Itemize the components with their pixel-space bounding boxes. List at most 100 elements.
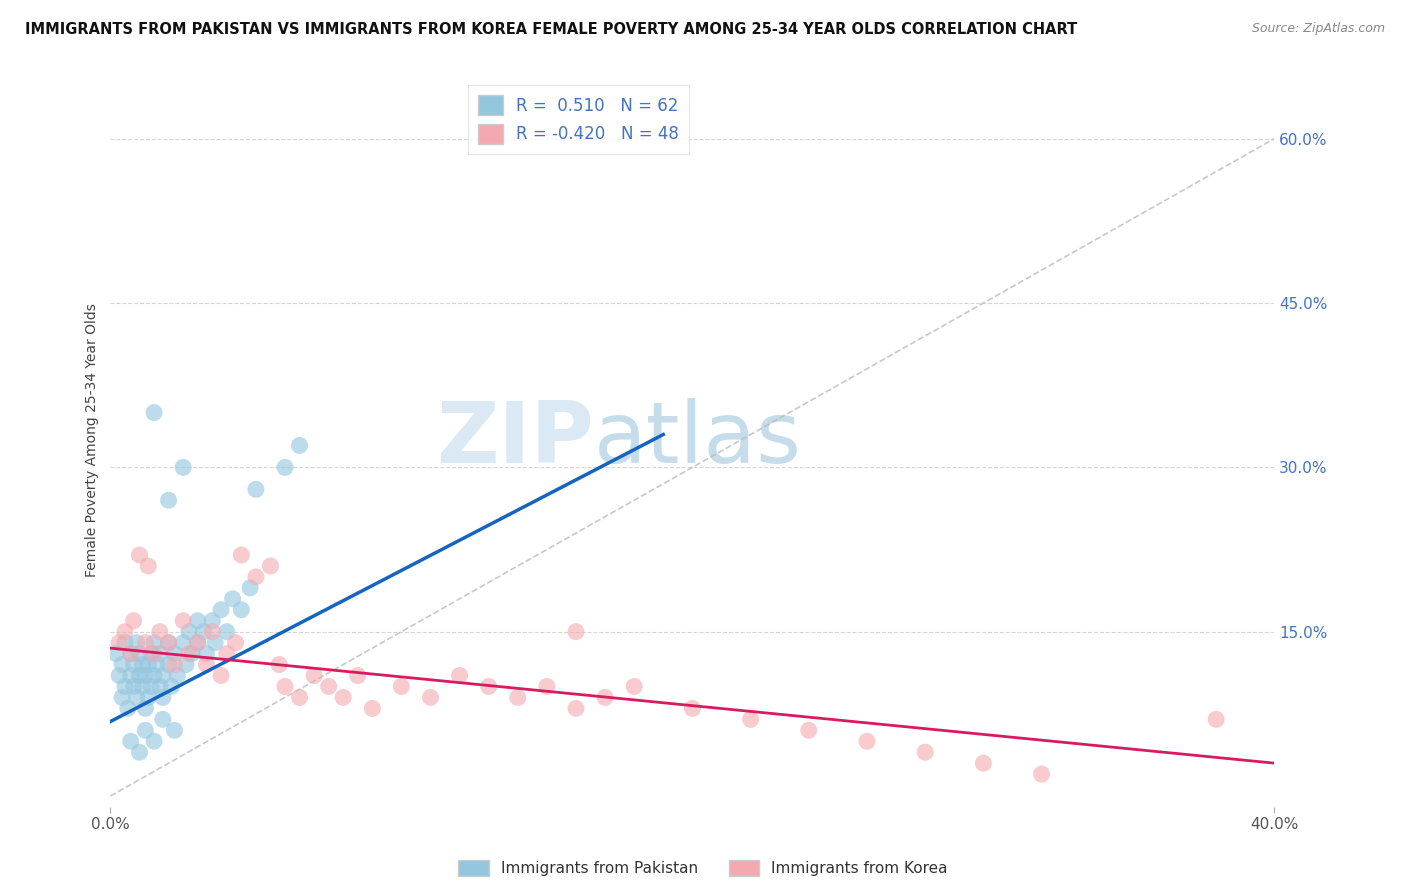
Point [195,657,218,672]
Point [146,657,169,672]
Point [245,483,267,497]
Point [143,406,166,420]
Point [143,668,166,682]
Point [120,734,142,748]
Point [565,624,588,639]
Point [143,647,166,661]
Point [288,438,311,452]
Text: IMMIGRANTS FROM PAKISTAN VS IMMIGRANTS FROM KOREA FEMALE POVERTY AMONG 25-34 YEA: IMMIGRANTS FROM PAKISTAN VS IMMIGRANTS F… [25,22,1077,37]
Point [114,635,136,649]
Point [201,624,224,639]
Point [131,680,153,694]
Point [114,624,136,639]
Point [914,745,936,759]
Point [163,723,186,738]
Point [204,635,226,649]
Point [215,647,238,661]
Point [134,668,156,682]
Point [269,657,291,672]
Point [318,680,340,694]
Point [245,570,267,584]
Point [180,647,202,661]
Point [117,701,139,715]
Point [108,635,131,649]
Point [1031,767,1053,781]
Point [201,614,224,628]
Point [174,657,197,672]
Point [114,680,136,694]
Point [157,657,180,672]
Point [1205,712,1227,726]
Point [157,493,180,508]
Point [856,734,879,748]
Point [506,690,529,705]
Text: atlas: atlas [593,399,801,482]
Point [131,657,153,672]
Point [221,591,243,606]
Point [239,581,262,595]
Point [136,657,159,672]
Point [105,647,128,661]
Point [177,647,200,661]
Point [157,635,180,649]
Point [740,712,762,726]
Point [361,701,384,715]
Point [259,558,281,573]
Point [128,745,150,759]
Point [152,668,174,682]
Point [231,548,253,562]
Point [152,690,174,705]
Y-axis label: Female Poverty Among 25-34 Year Olds: Female Poverty Among 25-34 Year Olds [86,303,100,577]
Point [478,680,501,694]
Point [141,647,163,661]
Point [797,723,820,738]
Point [128,668,150,682]
Point [302,668,325,682]
Legend: R =  0.510   N = 62, R = -0.420   N = 48: R = 0.510 N = 62, R = -0.420 N = 48 [468,85,689,154]
Point [143,635,166,649]
Legend: Immigrants from Pakistan, Immigrants from Korea: Immigrants from Pakistan, Immigrants fro… [451,855,955,882]
Point [231,603,253,617]
Point [166,668,188,682]
Point [172,635,194,649]
Point [120,668,142,682]
Point [172,460,194,475]
Point [536,680,558,694]
Point [163,657,186,672]
Point [274,460,297,475]
Point [120,647,142,661]
Point [134,635,156,649]
Point [172,614,194,628]
Point [623,680,645,694]
Point [346,668,368,682]
Point [136,690,159,705]
Point [111,690,134,705]
Point [143,734,166,748]
Point [177,624,200,639]
Point [193,624,215,639]
Point [149,680,172,694]
Point [134,701,156,715]
Point [209,668,232,682]
Point [141,680,163,694]
Point [120,647,142,661]
Point [332,690,354,705]
Point [122,614,145,628]
Point [128,548,150,562]
Point [449,668,471,682]
Text: Source: ZipAtlas.com: Source: ZipAtlas.com [1251,22,1385,36]
Point [972,756,994,771]
Point [187,635,209,649]
Point [149,647,172,661]
Point [149,624,172,639]
Point [122,657,145,672]
Point [128,647,150,661]
Point [288,690,311,705]
Point [389,680,412,694]
Point [111,657,134,672]
Point [163,647,186,661]
Point [225,635,247,649]
Point [274,680,297,694]
Point [157,635,180,649]
Point [125,690,148,705]
